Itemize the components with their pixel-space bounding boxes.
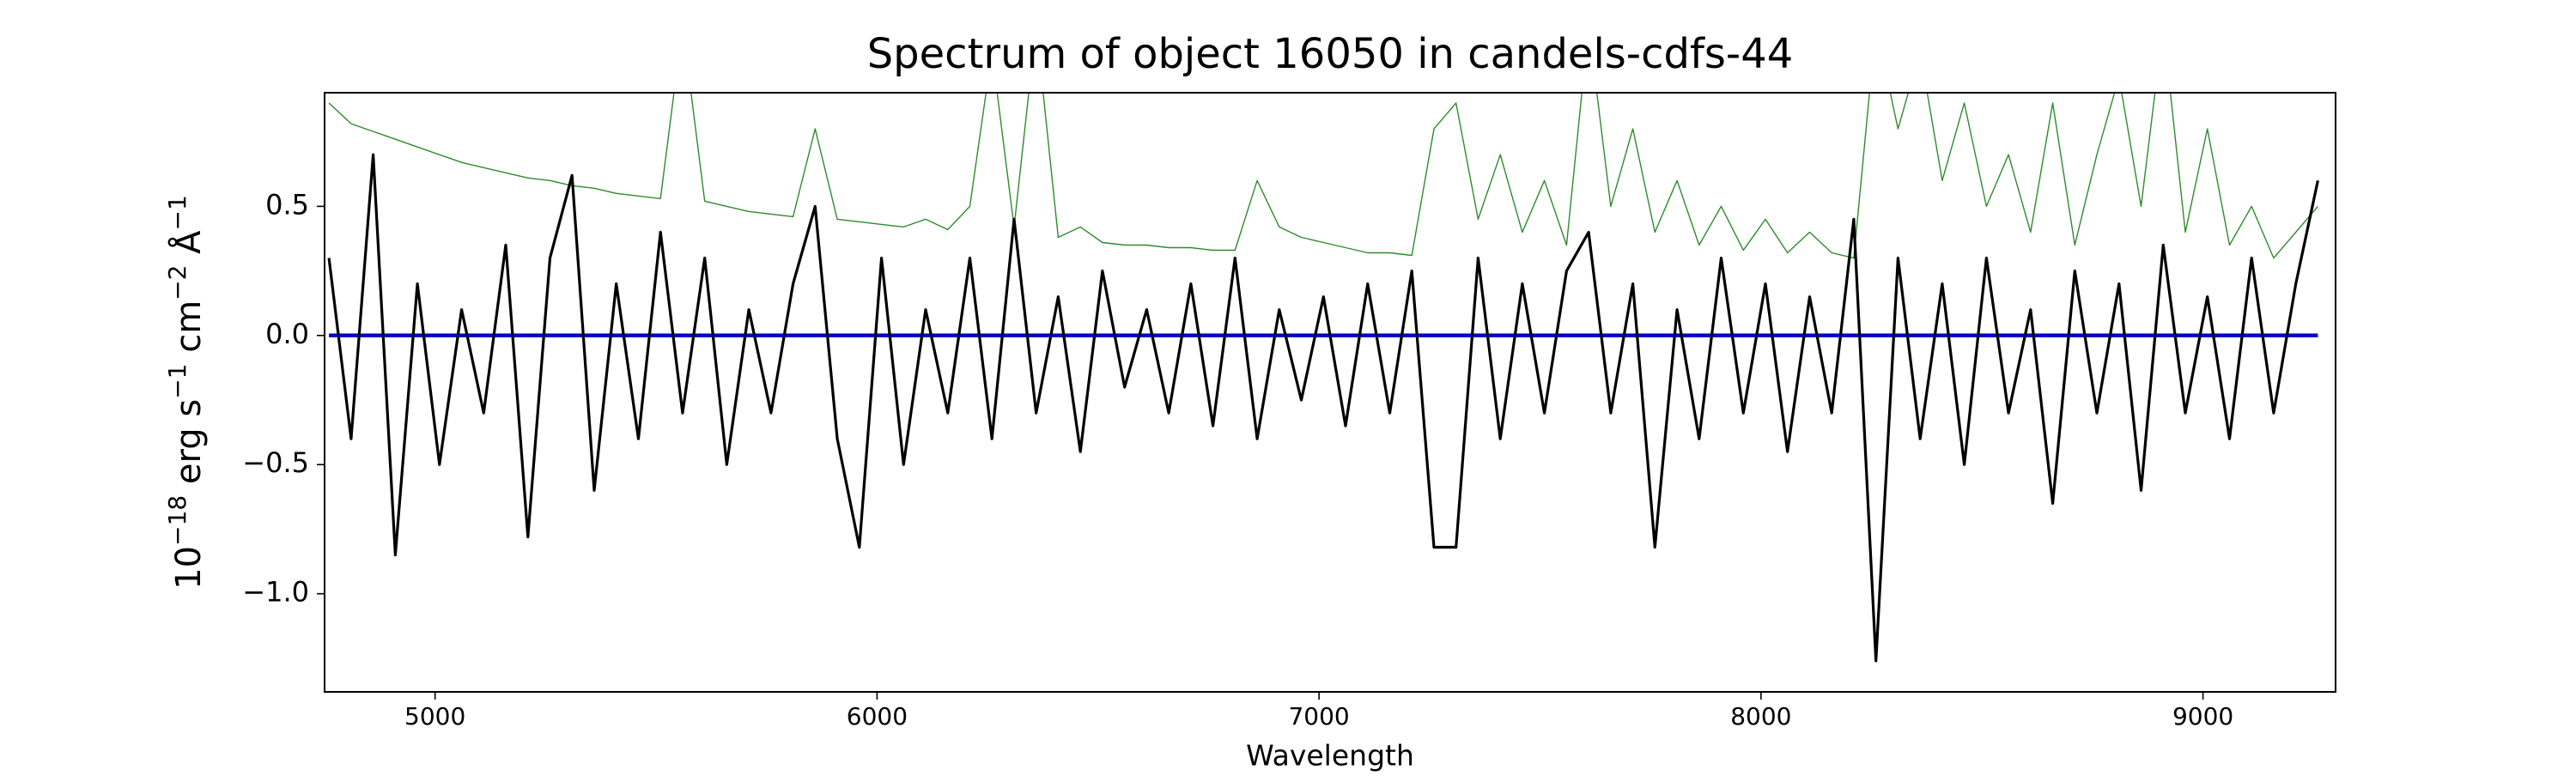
x-tick-label: 8000: [1730, 702, 1791, 731]
x-tick-label: 6000: [847, 702, 908, 731]
y-label-exponent: −18: [163, 495, 191, 546]
x-tick-label: 7000: [1288, 702, 1349, 731]
y-tick-label: 0.5: [265, 188, 309, 221]
y-label-base: 10: [169, 546, 209, 590]
chart-title: Spectrum of object 16050 in candels-cdfs…: [867, 30, 1794, 78]
spectrum-line: [328, 93, 2318, 259]
y-tick-label: −0.5: [242, 446, 309, 479]
y-tick-label: 0.0: [265, 318, 309, 350]
y-label-exponent: −1: [163, 364, 191, 399]
x-tick-label: 5000: [404, 702, 465, 731]
y-label-exponent: −1: [163, 195, 191, 230]
y-tick-label: −1.0: [242, 576, 309, 609]
plot-area: [327, 93, 2319, 663]
y-label-exponent: −2: [163, 265, 191, 300]
axes-frame: [324, 92, 2336, 693]
y-axis-label: 10−18 erg s−1 cm−2 Å−1: [163, 195, 209, 590]
y-label-base: cm: [169, 300, 209, 364]
x-tick-label: 9000: [2172, 702, 2233, 731]
spectrum-line: [327, 153, 2319, 663]
y-label-base: Å: [167, 230, 209, 265]
y-label-base: erg s: [169, 399, 209, 495]
x-axis-label: Wavelength: [1246, 739, 1414, 773]
